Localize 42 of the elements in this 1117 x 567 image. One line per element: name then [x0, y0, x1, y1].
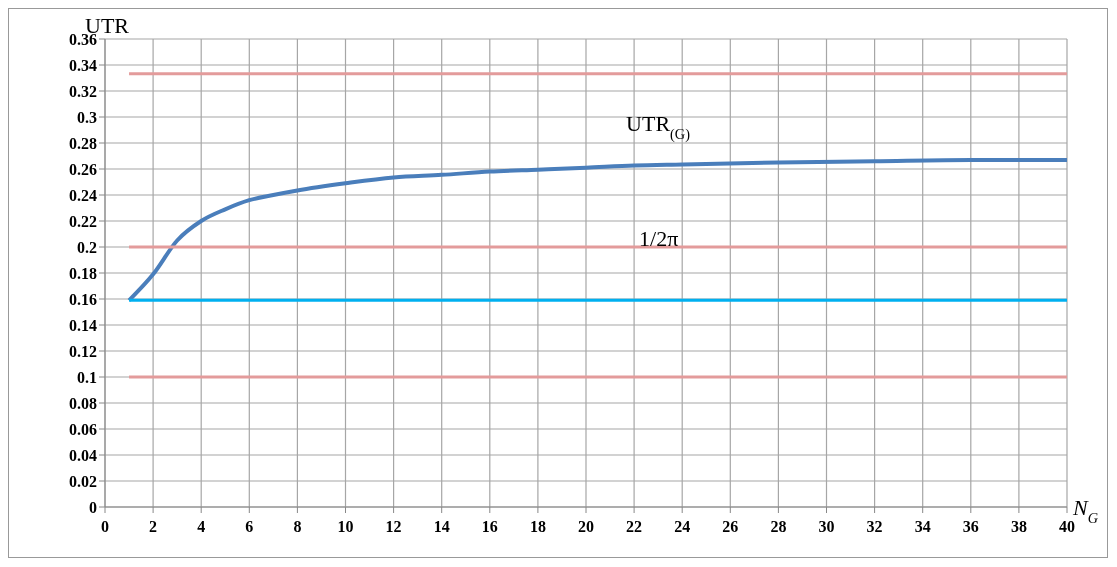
- x-tick-label: 34: [914, 518, 931, 536]
- x-tick-label: 0: [101, 518, 109, 536]
- y-tick-label: 0.32: [69, 82, 97, 100]
- x-tick-label: 20: [578, 518, 594, 536]
- y-tick-label: 0.28: [69, 134, 97, 152]
- x-tick-label: 36: [962, 518, 979, 536]
- x-tick-label: 30: [818, 518, 835, 536]
- x-tick-label: 2: [149, 518, 158, 536]
- x-tick-label: 26: [722, 518, 739, 536]
- x-tick-label: 28: [770, 518, 787, 536]
- y-tick-label: 0.24: [69, 186, 97, 204]
- y-tick-label: 0.18: [69, 264, 97, 282]
- y-tick-label: 0.06: [69, 420, 97, 438]
- y-tick-label: 0.26: [69, 160, 97, 178]
- y-tick-label: 0: [89, 498, 97, 516]
- text: 1/2π: [639, 226, 679, 252]
- y-tick-label: 0.1: [77, 368, 97, 386]
- y-tick-label: 0.14: [69, 316, 97, 334]
- y-tick-label: 0.2: [77, 238, 97, 256]
- x-tick-label: 12: [385, 518, 402, 536]
- x-tick-label: 40: [1059, 518, 1075, 536]
- series-label: UTR$_{(G)}$: [626, 111, 691, 144]
- y-tick-label: 0.02: [69, 472, 97, 490]
- x-tick-label: 10: [337, 518, 354, 536]
- line-series: [127, 157, 1067, 303]
- y-tick-label: 0.34: [69, 56, 97, 74]
- y-tick-label: 0.12: [69, 342, 97, 360]
- x-tick-label: 22: [626, 518, 643, 536]
- y-tick-label: 0.08: [69, 394, 97, 412]
- x-tick-label: 14: [433, 518, 450, 536]
- y-tick-label: 0.04: [69, 446, 97, 464]
- x-tick-label: 4: [197, 518, 206, 536]
- x-tick-label: 6: [245, 518, 254, 536]
- x-tick-label: 32: [866, 518, 883, 536]
- x-tick-label: 24: [674, 518, 691, 536]
- y-tick-label: 0.22: [69, 212, 97, 230]
- x-tick-label: 8: [293, 518, 302, 536]
- x-tick-label: 38: [1010, 518, 1027, 536]
- y-tick-label: 0.3: [77, 108, 97, 126]
- y-tick-label: 0.16: [69, 290, 97, 308]
- x-tick-label: 16: [481, 518, 498, 536]
- x-tick-label: 18: [529, 518, 546, 536]
